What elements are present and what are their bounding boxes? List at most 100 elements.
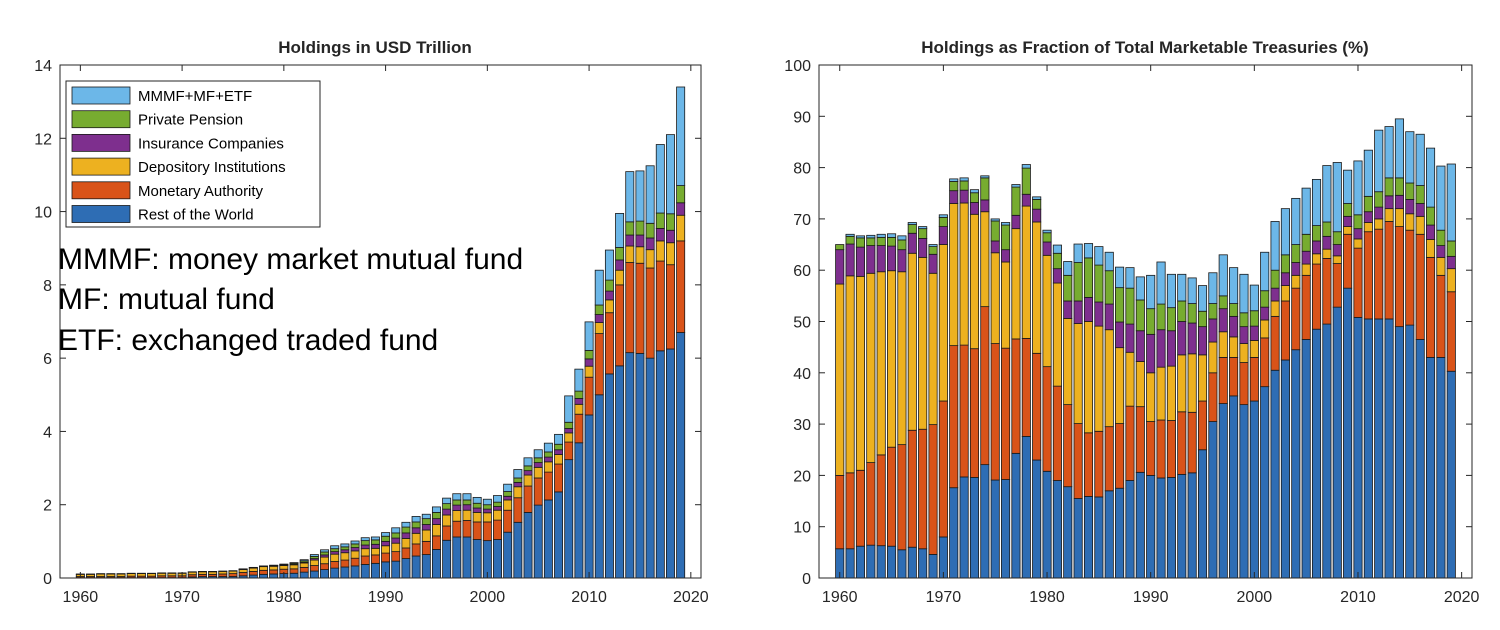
bar-rest-of-the-world-2003: [513, 521, 523, 579]
bar-mmmf-mf-etf-1961: [845, 233, 855, 237]
bar-monetary-authority-1995: [431, 535, 441, 550]
bar-rest-of-the-world-1985: [330, 567, 340, 579]
bar-insurance-companies-1992: [1166, 330, 1176, 367]
bar-private-pension-1987: [1115, 287, 1125, 323]
bar-rest-of-the-world-2002: [1270, 369, 1280, 579]
bar-monetary-authority-1968: [918, 428, 928, 550]
bar-depository-institutions-1987: [1115, 347, 1125, 424]
bar-monetary-authority-1960: [835, 474, 845, 550]
bar-rest-of-the-world-1990: [1146, 474, 1156, 579]
bar-insurance-companies-1989: [370, 543, 380, 549]
bar-private-pension-1985: [330, 548, 340, 553]
chart-title: Holdings as Fraction of Total Marketable…: [921, 38, 1368, 57]
bar-monetary-authority-1990: [381, 552, 391, 563]
bar-private-pension-2005: [1301, 233, 1311, 252]
bar-private-pension-1960: [835, 244, 845, 251]
bar-insurance-companies-2015: [1405, 199, 1415, 215]
bar-depository-institutions-1995: [431, 524, 441, 537]
bar-insurance-companies-2014: [1394, 194, 1404, 210]
bar-insurance-companies-2018: [1436, 245, 1446, 258]
bar-private-pension-1963: [866, 237, 876, 246]
bar-insurance-companies-1999: [472, 507, 482, 513]
bar-rest-of-the-world-1981: [1052, 480, 1062, 579]
bar-insurance-companies-1996: [1208, 318, 1218, 343]
bar-insurance-companies-1998: [1229, 315, 1239, 338]
bar-depository-institutions-1984: [1083, 321, 1094, 434]
bar-depository-institutions-1982: [1063, 318, 1073, 406]
bar-private-pension-1980: [1042, 232, 1052, 243]
x-tick-label: 1990: [368, 589, 404, 606]
bar-rest-of-the-world-1968: [918, 548, 928, 579]
bar-mmmf-mf-etf-1969: [928, 244, 938, 248]
bar-rest-of-the-world-1995: [1197, 449, 1208, 579]
bar-mmmf-mf-etf-1996: [442, 497, 452, 505]
bar-mmmf-mf-etf-2004: [523, 457, 533, 467]
bar-depository-institutions-2019: [1446, 268, 1456, 293]
bar-mmmf-mf-etf-1965: [887, 233, 897, 238]
bar-mmmf-mf-etf-1964: [876, 233, 886, 238]
bar-private-pension-1998: [1229, 303, 1239, 317]
bar-monetary-authority-2000: [482, 521, 492, 542]
bar-rest-of-the-world-1966: [897, 549, 907, 579]
bar-private-pension-1981: [1052, 252, 1062, 270]
bar-insurance-companies-2007: [1322, 235, 1332, 250]
bar-insurance-companies-2010: [584, 358, 594, 367]
bar-insurance-companies-1998: [462, 504, 472, 511]
bar-rest-of-the-world-1978: [259, 573, 268, 579]
bar-insurance-companies-1988: [360, 544, 370, 550]
bar-mmmf-mf-etf-1989: [370, 536, 380, 541]
bar-private-pension-1999: [1239, 312, 1249, 328]
bar-depository-institutions-2007: [1322, 248, 1332, 259]
bar-mmmf-mf-etf-2007: [554, 433, 564, 445]
bar-rest-of-the-world-1982: [1063, 486, 1073, 579]
bar-private-pension-1990: [381, 535, 391, 542]
bar-insurance-companies-1992: [401, 532, 411, 539]
bar-insurance-companies-1995: [1197, 326, 1208, 356]
bar-monetary-authority-2010: [1353, 247, 1363, 318]
bar-insurance-companies-1983: [1073, 300, 1083, 324]
bar-depository-institutions-1994: [421, 529, 431, 542]
x-tick-label: 2000: [1237, 589, 1273, 606]
y-tick-label: 0: [43, 571, 52, 588]
bar-insurance-companies-1970: [938, 226, 948, 245]
bar-rest-of-the-world-1981: [289, 572, 299, 579]
bar-private-pension-1978: [1021, 167, 1031, 195]
bar-depository-institutions-1975: [990, 252, 1000, 344]
bar-depository-institutions-1978: [259, 566, 268, 571]
bar-private-pension-1992: [401, 526, 411, 534]
bar-insurance-companies-2019: [676, 202, 686, 216]
bar-monetary-authority-1999: [1239, 362, 1249, 406]
bar-rest-of-the-world-1967: [907, 546, 917, 579]
bar-mmmf-mf-etf-1989: [1135, 276, 1145, 301]
bar-monetary-authority-1980: [1042, 366, 1052, 472]
bar-depository-institutions-1992: [1166, 365, 1176, 421]
x-tick-label: 1980: [266, 589, 302, 606]
bar-monetary-authority-1962: [855, 469, 865, 547]
bar-monetary-authority-1998: [1229, 357, 1239, 397]
bar-rest-of-the-world-1979: [269, 573, 279, 579]
x-tick-label: 1990: [1133, 589, 1169, 606]
bar-rest-of-the-world-2004: [523, 512, 533, 579]
bar-depository-institutions-1969: [928, 272, 938, 426]
bar-private-pension-2001: [1260, 290, 1270, 308]
y-tick-label: 40: [793, 366, 811, 383]
bar-mmmf-mf-etf-1990: [1146, 274, 1156, 310]
bar-private-pension-1975: [990, 220, 1000, 242]
bar-private-pension-2003: [513, 477, 523, 483]
bar-insurance-companies-1978: [1021, 193, 1031, 207]
annotation-etf: ETF: exchanged traded fund: [58, 324, 438, 357]
bar-rest-of-the-world-1983: [1073, 498, 1083, 579]
bar-mmmf-mf-etf-2019: [1446, 163, 1456, 242]
bar-mmmf-mf-etf-2010: [584, 321, 594, 351]
bar-insurance-companies-1987: [350, 547, 360, 552]
chart-title: Holdings in USD Trillion: [278, 38, 472, 57]
bar-depository-institutions-2005: [1301, 263, 1311, 276]
y-tick-label: 2: [43, 498, 52, 515]
bar-monetary-authority-2013: [615, 284, 625, 367]
bar-private-pension-2018: [1436, 229, 1446, 246]
bar-insurance-companies-2016: [1415, 203, 1425, 217]
bar-rest-of-the-world-2013: [615, 365, 625, 579]
bar-rest-of-the-world-1997: [452, 536, 462, 579]
bar-rest-of-the-world-2011: [594, 394, 604, 579]
legend-swatch-insurance-companies: [71, 133, 131, 152]
